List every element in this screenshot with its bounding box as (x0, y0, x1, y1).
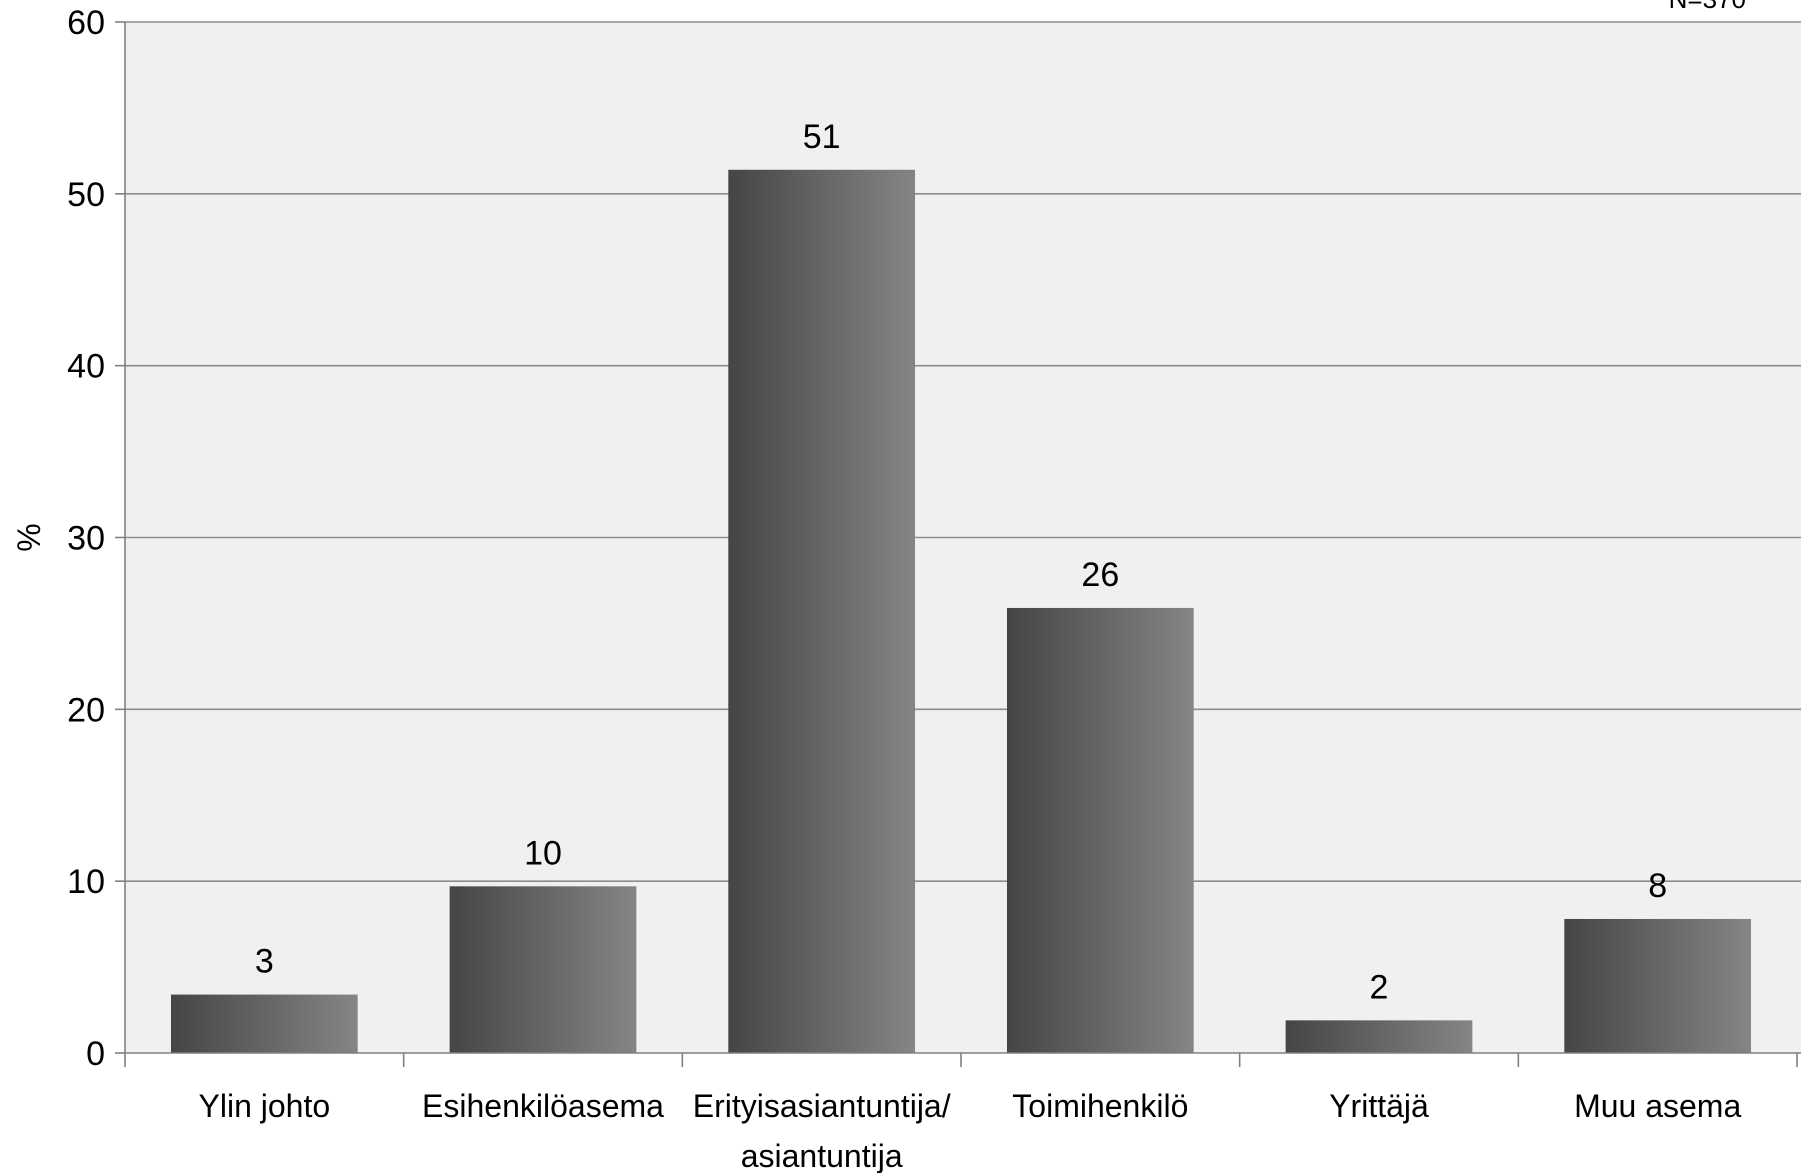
data-label: 26 (1081, 556, 1119, 594)
bar (170, 994, 358, 1053)
y-tick-label: 10 (67, 863, 105, 901)
category-label: Ylin johto (199, 1088, 331, 1124)
data-label: 8 (1648, 867, 1667, 905)
bar (1006, 607, 1194, 1053)
y-tick-label: 30 (67, 520, 105, 558)
data-label: 2 (1370, 968, 1389, 1006)
category-label: Toimihenkilö (1012, 1088, 1188, 1124)
category-label: asiantuntija (741, 1138, 903, 1173)
bar (1564, 918, 1752, 1053)
bars (170, 169, 1752, 1053)
gridlines (125, 21, 1801, 882)
bar (449, 886, 637, 1053)
category-label: Esihenkilöasema (422, 1088, 664, 1124)
bar (728, 169, 916, 1053)
data-label: 3 (255, 943, 274, 981)
category-label: Muu asema (1574, 1088, 1741, 1124)
data-label: 51 (803, 118, 841, 156)
category-label: Erityisasiantuntija/ (693, 1088, 951, 1124)
bar (1285, 1020, 1473, 1053)
category-label: Yrittäjä (1329, 1088, 1429, 1124)
y-axis-title: % (11, 523, 47, 551)
y-tick-label: 50 (67, 176, 105, 214)
y-tick-label: 60 (67, 4, 105, 42)
axes (115, 21, 1801, 1067)
labels: 0 10 20 30 40 50 60 3 Ylin johto 10 Esihenkilöasem… (67, 4, 1741, 1173)
y-tick-label: 20 (67, 691, 105, 729)
y-tick-label: 0 (86, 1035, 105, 1073)
y-tick-label: 40 (67, 348, 105, 386)
sample-size-note: N=370 (1669, 0, 1746, 14)
data-label: 10 (524, 834, 562, 872)
